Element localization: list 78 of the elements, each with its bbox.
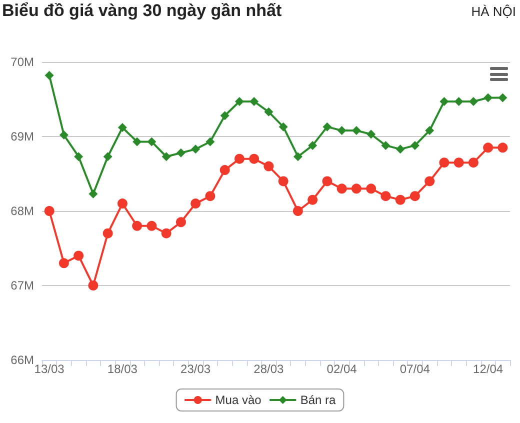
point: [498, 142, 508, 153]
point: [410, 140, 420, 150]
point: [58, 258, 69, 268]
point: [161, 228, 172, 238]
legend-label: Bán ra: [300, 393, 336, 407]
point: [250, 96, 259, 106]
point: [249, 154, 260, 164]
chart-subtitle: HÀ NỘI: [471, 4, 516, 19]
point: [117, 198, 128, 209]
point: [206, 137, 215, 146]
x-tick-label: 12/04: [473, 362, 504, 376]
y-tick-label: 68M: [10, 204, 34, 218]
point: [322, 122, 332, 132]
x-tick-label: 28/03: [254, 362, 284, 376]
point: [191, 144, 200, 154]
point: [468, 158, 478, 168]
point: [44, 206, 54, 216]
y-tick-label: 66M: [10, 353, 34, 367]
point: [454, 96, 464, 106]
point: [395, 194, 406, 205]
point: [132, 137, 142, 146]
point: [102, 228, 113, 238]
point: [424, 176, 435, 186]
point: [74, 250, 84, 261]
x-tick-label: 23/03: [180, 362, 211, 376]
legend-label: Mua vào: [215, 393, 262, 407]
point: [176, 148, 186, 158]
point: [293, 152, 302, 162]
point: [264, 107, 274, 116]
point: [234, 154, 244, 164]
point: [308, 194, 318, 205]
point: [132, 220, 142, 231]
point: [396, 144, 405, 154]
point: [176, 217, 186, 228]
point: [74, 152, 84, 162]
y-tick-label: 70M: [10, 55, 34, 69]
point: [380, 191, 391, 202]
point: [483, 142, 494, 153]
point: [484, 93, 493, 102]
point: [381, 140, 390, 150]
point: [440, 96, 449, 106]
y-tick-label: 69M: [10, 130, 34, 144]
point: [322, 176, 332, 186]
point: [190, 198, 201, 209]
point: [88, 189, 98, 198]
point: [454, 158, 464, 168]
point: [498, 93, 508, 102]
x-tick-label: 18/03: [107, 362, 138, 376]
point: [147, 137, 156, 146]
chart-title: Biểu đồ giá vàng 30 ngày gần nhất: [2, 1, 282, 21]
point: [366, 184, 376, 194]
x-tick-label: 13/03: [34, 362, 65, 376]
point: [59, 130, 68, 140]
point: [351, 184, 362, 194]
point: [88, 280, 98, 290]
point: [162, 152, 171, 162]
point: [234, 96, 244, 106]
point: [366, 130, 376, 139]
point: [308, 140, 318, 150]
point: [118, 123, 127, 132]
y-tick-label: 67M: [10, 278, 34, 292]
point: [146, 220, 157, 231]
x-tick-label: 07/04: [400, 362, 430, 376]
point: [337, 126, 346, 136]
point: [292, 206, 303, 216]
point: [205, 191, 216, 202]
point: [278, 176, 288, 186]
point: [44, 70, 54, 80]
point: [439, 158, 450, 168]
point: [103, 152, 112, 162]
point: [410, 191, 420, 202]
point: [278, 122, 288, 132]
point: [220, 111, 230, 120]
point: [425, 126, 434, 136]
point: [264, 161, 274, 172]
point: [220, 165, 230, 176]
point: [336, 184, 347, 194]
x-tick-label: 02/04: [326, 362, 358, 376]
